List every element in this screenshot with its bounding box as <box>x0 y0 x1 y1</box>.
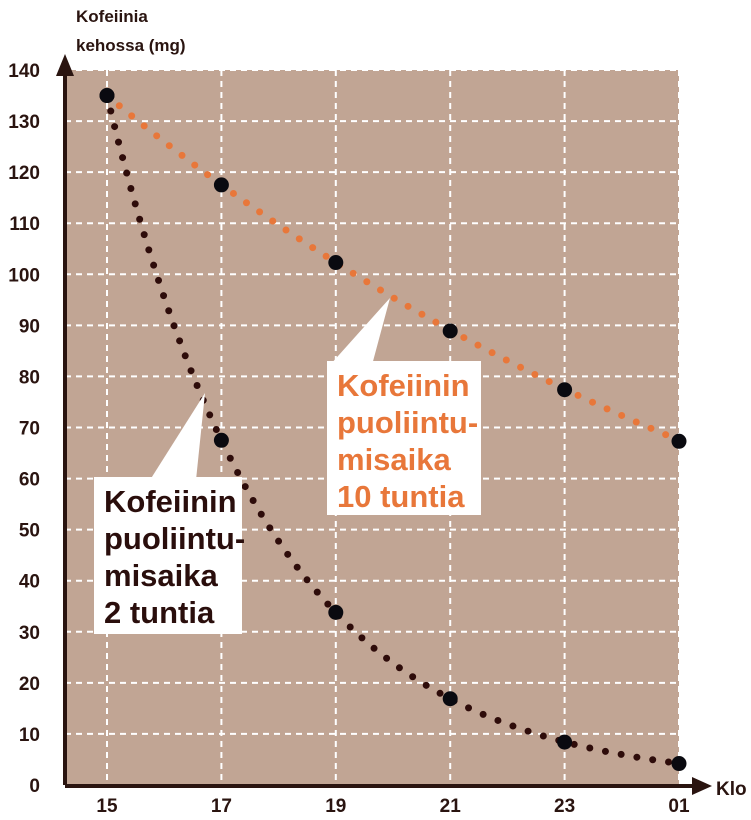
y-tick-label: 100 <box>8 265 40 286</box>
data-point-2h <box>328 604 344 620</box>
y-tick-label: 90 <box>19 316 40 337</box>
annotation-line: 2 tuntia <box>104 595 215 630</box>
annotation-line: puoliintu- <box>337 405 479 440</box>
data-point-10h <box>442 323 458 339</box>
data-point-10h <box>557 382 573 398</box>
data-point-10h <box>213 177 229 193</box>
callout-pointer-slow <box>330 298 390 365</box>
x-axis-arrow-icon <box>692 777 712 795</box>
y-tick-label: 80 <box>19 367 40 388</box>
annotation-fast-half-life: Kofeiinin puoliintu- misaika 2 tuntia <box>94 477 246 634</box>
y-tick-label: 0 <box>29 776 40 797</box>
y-tick-label: 110 <box>9 214 40 235</box>
y-tick-label: 130 <box>8 112 40 133</box>
axes <box>56 54 712 795</box>
annotation-line: Kofeiinin <box>104 484 237 519</box>
y-tick-label: 30 <box>19 623 40 644</box>
x-tick-label: 21 <box>440 796 462 817</box>
x-tick-label: 15 <box>96 796 118 817</box>
series-curve-10h <box>103 92 683 444</box>
y-tick-label: 10 <box>19 725 40 746</box>
annotation-line: puoliintu- <box>104 521 246 556</box>
y-tick-label: 60 <box>19 470 40 491</box>
y-tick-label: 70 <box>19 419 40 440</box>
annotation-line: 10 tuntia <box>337 479 465 514</box>
data-point-2h <box>671 756 687 772</box>
annotation-line: misaika <box>337 442 451 477</box>
y-tick-label: 20 <box>19 674 40 695</box>
data-point-2h <box>213 432 229 448</box>
y-tick-label: 50 <box>19 521 40 542</box>
data-points <box>99 88 687 772</box>
annotation-line: Kofeiinin <box>337 368 470 403</box>
y-axis-arrow-icon <box>56 54 74 76</box>
x-axis-label: Klo <box>716 779 747 800</box>
y-axis-label-line1: Kofeiinia <box>76 7 148 26</box>
y-tick-label: 140 <box>8 61 40 82</box>
data-point-2h <box>442 691 458 707</box>
x-tick-label: 19 <box>325 796 346 817</box>
x-tick-label: 17 <box>211 796 232 817</box>
x-tick-label: 01 <box>668 796 690 817</box>
data-point-2h <box>557 734 573 750</box>
data-point-2h <box>99 88 115 104</box>
y-axis-label-line2: kehossa (mg) <box>76 36 186 55</box>
y-tick-label: 120 <box>8 163 40 184</box>
x-tick-label: 23 <box>554 796 575 817</box>
data-point-10h <box>328 255 344 271</box>
annotation-line: misaika <box>104 558 218 593</box>
annotation-slow-half-life: Kofeiinin puoliintu- misaika 10 tuntia <box>327 361 481 515</box>
data-point-10h <box>671 433 687 449</box>
y-tick-label: 40 <box>19 572 40 593</box>
callout-pointer-fast <box>150 393 205 480</box>
